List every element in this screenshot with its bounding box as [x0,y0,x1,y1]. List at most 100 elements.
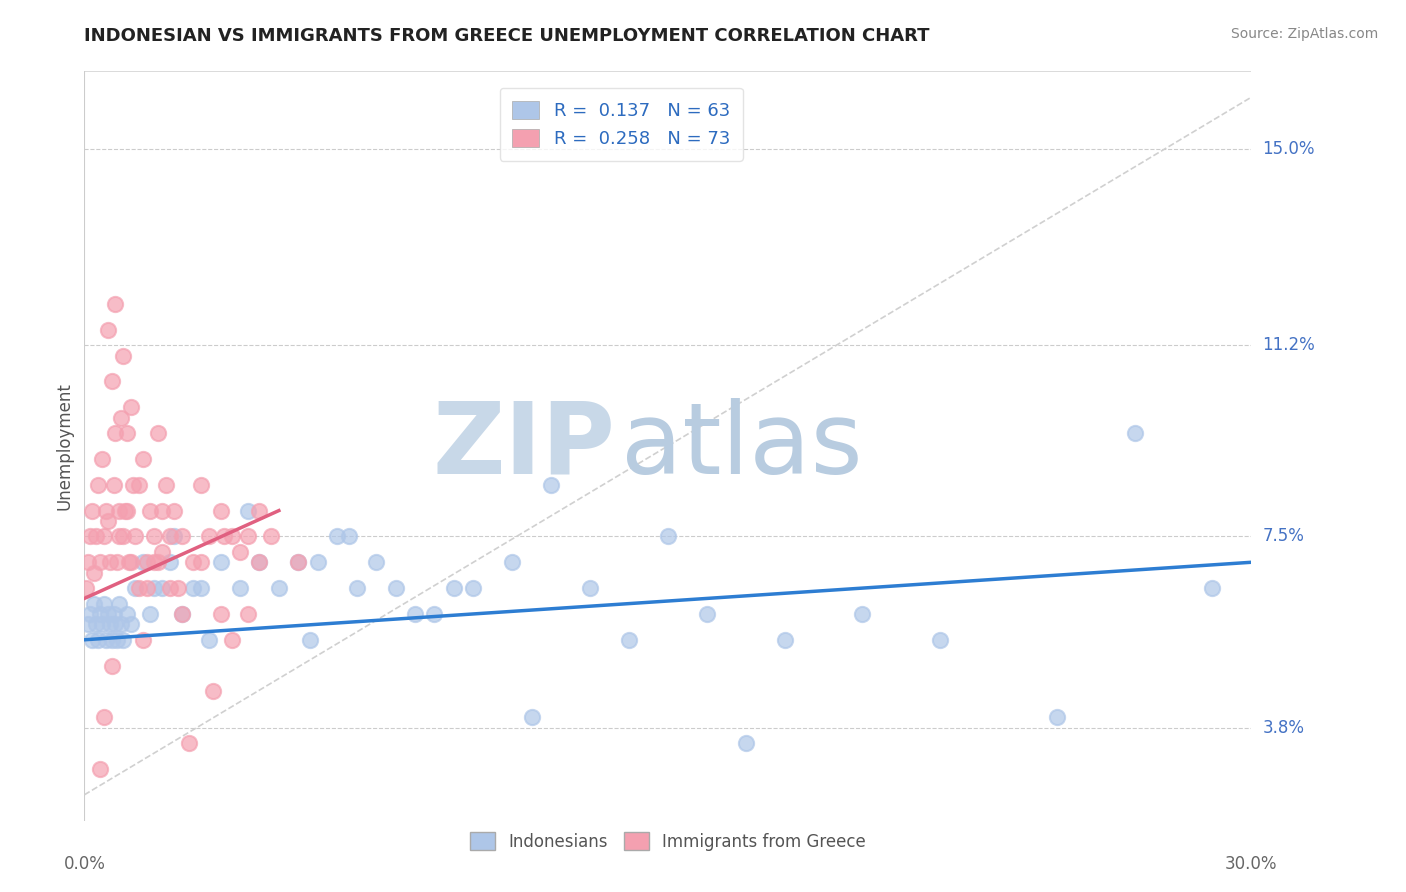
Point [214,529,236,543]
Point [463,581,485,595]
Point [89,555,111,569]
Point [108,503,131,517]
Text: ZIP: ZIP [433,398,616,494]
Text: 30.0%: 30.0% [1225,855,1278,873]
Text: 3.8%: 3.8% [1263,719,1305,737]
Point [79,607,101,621]
Point [260,529,283,543]
Point [112,632,135,647]
Point [734,736,756,750]
Point [97,607,120,621]
Point [100,632,122,647]
Point [190,555,212,569]
Point [249,503,271,517]
Point [236,607,259,621]
Point [100,375,122,389]
Point [107,632,129,647]
Point [326,529,349,543]
Point [90,451,112,466]
Point [104,297,127,311]
Point [98,555,121,569]
Point [110,410,132,425]
Point [170,529,193,543]
Point [150,545,173,559]
Point [209,555,232,569]
Point [82,503,104,517]
Y-axis label: Unemployment: Unemployment [55,382,73,510]
Point [89,762,111,776]
Point [79,529,101,543]
Point [181,581,204,595]
Point [120,555,142,569]
Point [87,477,110,491]
Point [696,607,718,621]
Point [520,710,543,724]
Point [75,581,97,595]
Point [384,581,406,595]
Point [159,529,181,543]
Point [423,607,446,621]
Text: atlas: atlas [621,398,863,494]
Point [190,581,212,595]
Point [89,607,111,621]
Point [97,323,120,337]
Point [150,581,173,595]
Point [143,529,166,543]
Point [179,736,201,750]
Point [198,529,221,543]
Point [170,607,193,621]
Point [159,581,181,595]
Point [190,477,212,491]
Point [103,607,125,621]
Point [540,477,562,491]
Point [94,632,117,647]
Point [122,477,145,491]
Point [773,632,796,647]
Point [143,581,166,595]
Point [128,477,150,491]
Point [229,545,252,559]
Point [135,581,157,595]
Point [209,503,232,517]
Point [83,597,105,611]
Point [98,617,121,632]
Point [163,503,186,517]
Point [657,529,679,543]
Point [148,426,170,441]
Point [104,617,127,632]
Point [617,632,640,647]
Point [443,581,465,595]
Point [201,684,224,698]
Point [104,426,127,441]
Point [107,555,129,569]
Point [1201,581,1223,595]
Point [163,529,186,543]
Point [110,617,132,632]
Point [120,401,142,415]
Point [236,529,259,543]
Point [198,632,221,647]
Point [103,477,125,491]
Point [929,632,952,647]
Point [128,581,150,595]
Text: 11.2%: 11.2% [1263,336,1315,354]
Point [97,514,120,528]
Point [170,607,193,621]
Point [221,529,243,543]
Legend: Indonesians, Immigrants from Greece: Indonesians, Immigrants from Greece [463,826,873,857]
Point [249,555,271,569]
Point [135,555,157,569]
Point [108,529,131,543]
Text: 0.0%: 0.0% [63,855,105,873]
Point [139,607,162,621]
Point [249,555,271,569]
Point [229,581,252,595]
Point [132,555,155,569]
Point [501,555,523,569]
Point [139,503,162,517]
Point [307,555,329,569]
Point [1046,710,1069,724]
Text: 7.5%: 7.5% [1263,527,1305,545]
Point [851,607,873,621]
Text: 15.0%: 15.0% [1263,140,1315,158]
